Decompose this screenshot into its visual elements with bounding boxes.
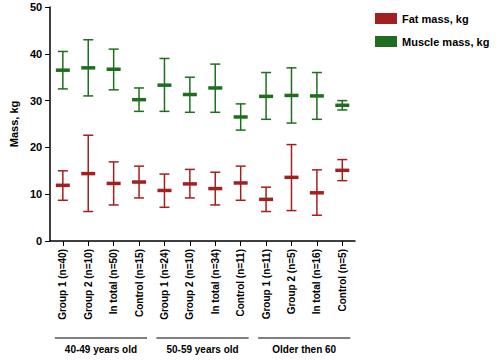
svg-text:20: 20 <box>30 141 42 153</box>
svg-text:50: 50 <box>30 1 42 13</box>
svg-text:Group 2 (n=5): Group 2 (n=5) <box>286 249 297 314</box>
svg-text:In total (n=50): In total (n=50) <box>108 249 119 314</box>
svg-text:Fat mass, kg: Fat mass, kg <box>402 13 469 25</box>
svg-text:0: 0 <box>36 235 42 247</box>
svg-text:Group 1 (n=24): Group 1 (n=24) <box>159 249 170 320</box>
svg-text:30: 30 <box>30 95 42 107</box>
svg-text:Group 1 (n=40): Group 1 (n=40) <box>57 249 68 320</box>
svg-text:Mass, kg: Mass, kg <box>8 101 20 147</box>
svg-text:Group 1 (n=11): Group 1 (n=11) <box>261 249 272 319</box>
svg-text:Older then 60: Older then 60 <box>272 344 336 355</box>
svg-text:Muscle mass, kg: Muscle mass, kg <box>402 36 489 48</box>
svg-text:Group 2 (n=10): Group 2 (n=10) <box>184 249 195 320</box>
svg-text:In total (n=16): In total (n=16) <box>311 249 322 314</box>
svg-text:In total (n=34): In total (n=34) <box>210 249 221 314</box>
svg-text:50-59 years old: 50-59 years old <box>166 344 238 355</box>
svg-text:Control (n=5): Control (n=5) <box>337 249 348 312</box>
svg-text:Control (n=15): Control (n=15) <box>134 249 145 317</box>
svg-text:10: 10 <box>30 188 42 200</box>
svg-text:Group 2 (n=10): Group 2 (n=10) <box>83 249 94 320</box>
svg-text:40-49 years old: 40-49 years old <box>65 344 137 355</box>
svg-text:40: 40 <box>30 48 42 60</box>
svg-text:Control (n=11): Control (n=11) <box>235 249 246 317</box>
